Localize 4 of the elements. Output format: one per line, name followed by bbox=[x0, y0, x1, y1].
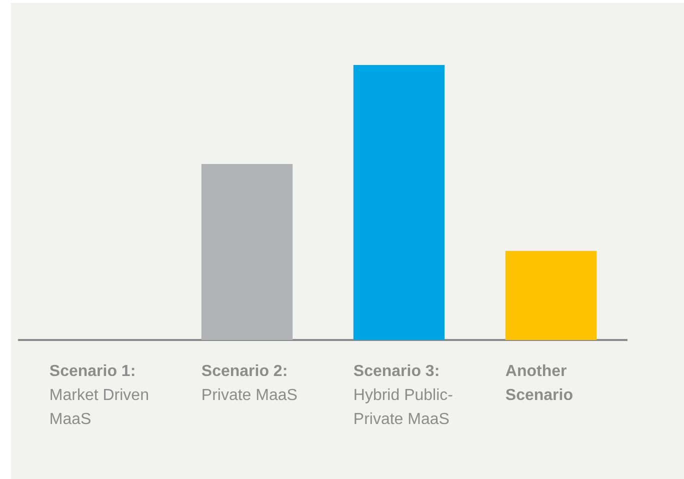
x-tick-label: Another Scenario bbox=[505, 363, 574, 404]
x-tick-label: Scenario 3: Hybrid Public-Private MaaS bbox=[353, 363, 453, 428]
x-tick-label: Scenario 1: Market Driven MaaS bbox=[49, 363, 149, 428]
x-tick-label: Scenario 2: Private MaaS bbox=[201, 363, 298, 404]
